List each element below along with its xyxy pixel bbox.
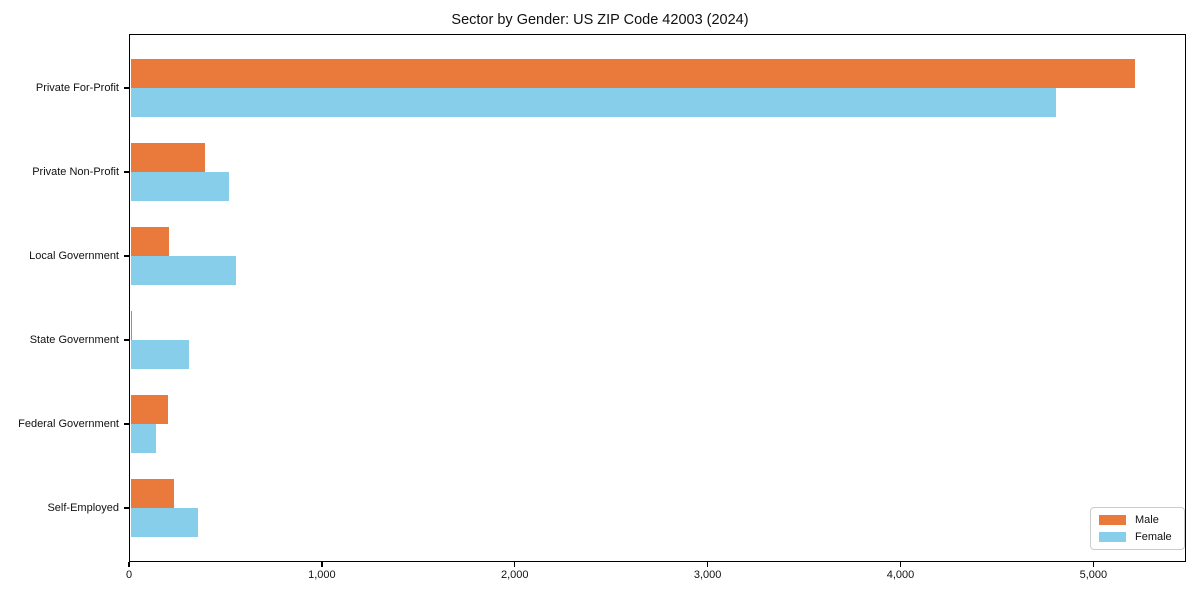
bar-female-state-government: [130, 340, 190, 369]
y-tick-mark: [124, 507, 130, 509]
y-tick-mark: [124, 87, 130, 89]
x-tick-label: 4,000: [886, 569, 915, 581]
bar-male-state-government: [130, 311, 133, 340]
legend-swatch-male: [1099, 515, 1126, 525]
y-tick-mark: [124, 255, 130, 257]
bar-male-federal-government: [130, 395, 169, 424]
legend-swatch-female: [1099, 532, 1126, 542]
plot-area: [129, 34, 1186, 562]
legend-item-female: Female: [1099, 531, 1172, 543]
x-tick-mark: [1092, 561, 1095, 567]
y-tick-label-state-government: State Government: [29, 334, 119, 346]
x-tick-label: 2,000: [500, 569, 529, 581]
chart-title: Sector by Gender: US ZIP Code 42003 (202…: [451, 12, 749, 28]
y-tick-mark: [124, 171, 130, 173]
x-tick-mark: [321, 561, 323, 567]
bar-female-local-government: [130, 256, 236, 285]
bar-male-local-government: [130, 227, 170, 256]
x-tick-mark: [128, 561, 130, 567]
legend: Male Female: [1090, 507, 1185, 550]
bar-female-private-non-profit: [130, 172, 229, 201]
bar-male-self-employed: [130, 479, 174, 508]
x-tick-label: 0: [125, 569, 133, 581]
legend-item-male: Male: [1099, 514, 1172, 526]
x-tick-mark: [706, 561, 709, 567]
bar-male-private-non-profit: [130, 143, 205, 172]
y-tick-label-local-government: Local Government: [29, 250, 119, 262]
y-tick-label-self-employed: Self-Employed: [47, 502, 119, 514]
y-tick-mark: [124, 423, 130, 425]
x-tick-label: 5,000: [1079, 569, 1108, 581]
bar-female-private-for-profit: [130, 88, 1057, 117]
x-tick-mark: [899, 561, 902, 567]
y-tick-label-federal-government: Federal Government: [18, 418, 119, 430]
legend-label: Male: [1135, 514, 1159, 526]
x-tick-label: 3,000: [693, 569, 722, 581]
y-tick-label-private-for-profit: Private For-Profit: [35, 82, 119, 94]
y-tick-mark: [124, 339, 130, 341]
legend-label: Female: [1135, 531, 1172, 543]
bar-female-federal-government: [130, 424, 156, 453]
x-tick-mark: [513, 561, 516, 567]
y-tick-label-private-non-profit: Private Non-Profit: [32, 166, 119, 178]
bar-female-self-employed: [130, 508, 199, 537]
bar-male-private-for-profit: [130, 59, 1136, 88]
x-tick-label: 1,000: [308, 569, 336, 581]
